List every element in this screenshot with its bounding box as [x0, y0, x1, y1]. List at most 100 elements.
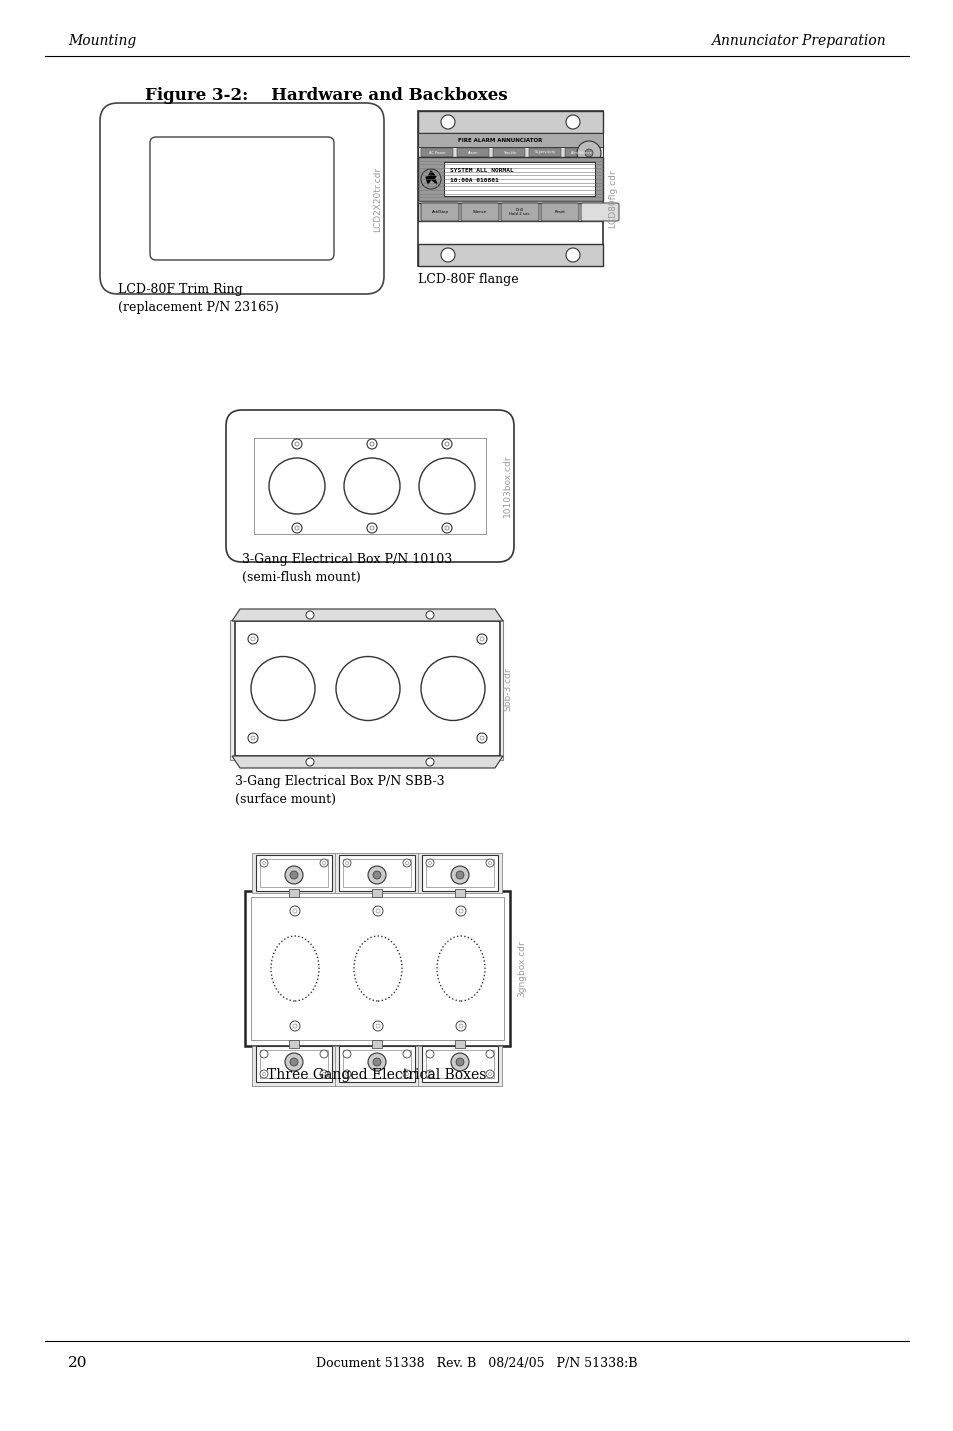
- Circle shape: [345, 861, 348, 864]
- Circle shape: [426, 758, 434, 766]
- Bar: [372, 889, 381, 897]
- Bar: [443, 162, 595, 196]
- Circle shape: [402, 1050, 411, 1058]
- Bar: [455, 889, 464, 897]
- Circle shape: [428, 1072, 431, 1076]
- Circle shape: [292, 522, 302, 532]
- Circle shape: [319, 1070, 328, 1078]
- Circle shape: [472, 149, 475, 152]
- Circle shape: [248, 733, 257, 743]
- Bar: [343, 1050, 411, 1078]
- Circle shape: [426, 611, 434, 620]
- Circle shape: [373, 1020, 382, 1030]
- FancyBboxPatch shape: [100, 103, 384, 293]
- Bar: [417, 112, 602, 133]
- Text: LCD-80F Trim Ring
(replacement P/N 23165): LCD-80F Trim Ring (replacement P/N 23165…: [118, 283, 278, 313]
- Text: Alm Silence: Alm Silence: [570, 150, 591, 155]
- Circle shape: [479, 637, 483, 641]
- Text: Sbb-3.cdr: Sbb-3.cdr: [503, 667, 512, 711]
- Circle shape: [292, 439, 302, 449]
- Circle shape: [420, 169, 440, 189]
- Circle shape: [285, 866, 303, 884]
- Circle shape: [436, 149, 439, 152]
- Circle shape: [476, 634, 486, 644]
- Text: Drill
Hold 2 sec.: Drill Hold 2 sec.: [509, 207, 530, 216]
- Bar: [338, 1046, 415, 1082]
- Text: Annunciator Preparation: Annunciator Preparation: [711, 34, 885, 49]
- Ellipse shape: [271, 936, 318, 1002]
- Circle shape: [370, 442, 374, 446]
- Bar: [455, 1040, 464, 1047]
- Circle shape: [260, 859, 268, 867]
- Bar: [417, 157, 602, 200]
- Circle shape: [370, 527, 374, 529]
- Circle shape: [440, 114, 455, 129]
- Circle shape: [405, 861, 408, 864]
- Text: 10:00A 010801: 10:00A 010801: [450, 177, 498, 183]
- Bar: [417, 112, 602, 133]
- Circle shape: [343, 1050, 351, 1058]
- Circle shape: [458, 909, 462, 913]
- Circle shape: [444, 442, 449, 446]
- Bar: [252, 853, 335, 893]
- Circle shape: [367, 522, 376, 532]
- Bar: [234, 621, 499, 756]
- Circle shape: [488, 861, 491, 864]
- Circle shape: [426, 1070, 434, 1078]
- Text: 3-Gang Electrical Box P/N SBB-3
(surface mount): 3-Gang Electrical Box P/N SBB-3 (surface…: [234, 776, 444, 806]
- Circle shape: [485, 859, 494, 867]
- Text: 20: 20: [68, 1357, 88, 1369]
- Circle shape: [248, 634, 257, 644]
- Circle shape: [456, 1020, 465, 1030]
- Circle shape: [579, 149, 583, 152]
- Bar: [289, 889, 298, 897]
- Circle shape: [367, 439, 376, 449]
- Bar: [260, 859, 328, 887]
- Circle shape: [451, 1053, 469, 1070]
- Bar: [417, 133, 602, 147]
- Circle shape: [293, 909, 296, 913]
- Text: LCD2X20tr.cdr: LCD2X20tr.cdr: [374, 166, 382, 232]
- FancyBboxPatch shape: [420, 203, 458, 220]
- Circle shape: [344, 458, 399, 514]
- Text: FIRE ALARM ANNUNCIATOR: FIRE ALARM ANNUNCIATOR: [457, 137, 542, 143]
- Circle shape: [294, 527, 298, 529]
- Circle shape: [290, 1020, 299, 1030]
- Circle shape: [485, 1070, 494, 1078]
- Bar: [417, 112, 602, 266]
- Bar: [417, 245, 602, 266]
- Text: Figure 3-2:    Hardware and Backboxes: Figure 3-2: Hardware and Backboxes: [145, 87, 507, 104]
- Circle shape: [375, 909, 379, 913]
- Circle shape: [440, 248, 455, 262]
- Text: LCD80flg.cdr: LCD80flg.cdr: [608, 170, 617, 229]
- Text: LCD-80F flange: LCD-80F flange: [417, 273, 518, 286]
- Circle shape: [456, 1058, 463, 1066]
- FancyBboxPatch shape: [540, 203, 578, 220]
- Bar: [417, 147, 602, 157]
- Bar: [417, 203, 602, 220]
- Circle shape: [451, 866, 469, 884]
- Circle shape: [335, 657, 399, 720]
- Circle shape: [479, 736, 483, 740]
- Bar: [335, 1046, 418, 1086]
- Circle shape: [375, 1025, 379, 1027]
- Text: Silence: Silence: [473, 210, 487, 215]
- Circle shape: [251, 657, 314, 720]
- FancyBboxPatch shape: [456, 147, 489, 157]
- Circle shape: [402, 1070, 411, 1078]
- Text: Ack/Step: Ack/Step: [431, 210, 448, 215]
- Circle shape: [476, 733, 486, 743]
- Bar: [426, 859, 494, 887]
- Circle shape: [290, 871, 297, 879]
- Circle shape: [577, 142, 600, 165]
- Circle shape: [260, 1070, 268, 1078]
- Bar: [426, 1050, 494, 1078]
- Circle shape: [343, 859, 351, 867]
- Text: Mounting: Mounting: [68, 34, 136, 49]
- Circle shape: [418, 458, 475, 514]
- Circle shape: [584, 149, 593, 157]
- Circle shape: [368, 1053, 386, 1070]
- Bar: [421, 854, 497, 892]
- Bar: [289, 1040, 298, 1047]
- Text: 3-Gang Electrical Box P/N 10103
(semi-flush mount): 3-Gang Electrical Box P/N 10103 (semi-fl…: [242, 552, 452, 584]
